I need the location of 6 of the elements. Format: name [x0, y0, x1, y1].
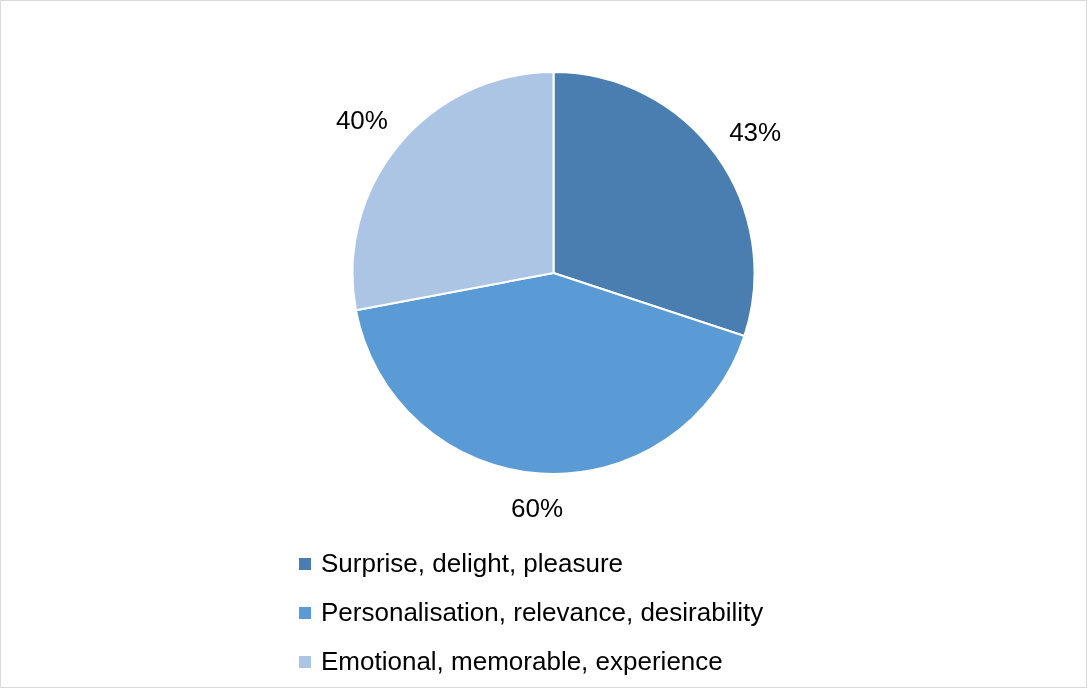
- legend-label: Emotional, memorable, experience: [321, 646, 723, 677]
- legend-label: Personalisation, relevance, desirability: [321, 597, 764, 628]
- data-label: 60%: [511, 492, 564, 523]
- legend-label: Surprise, delight, pleasure: [321, 548, 624, 579]
- data-label: 40%: [335, 104, 388, 135]
- data-label: 43%: [729, 117, 782, 148]
